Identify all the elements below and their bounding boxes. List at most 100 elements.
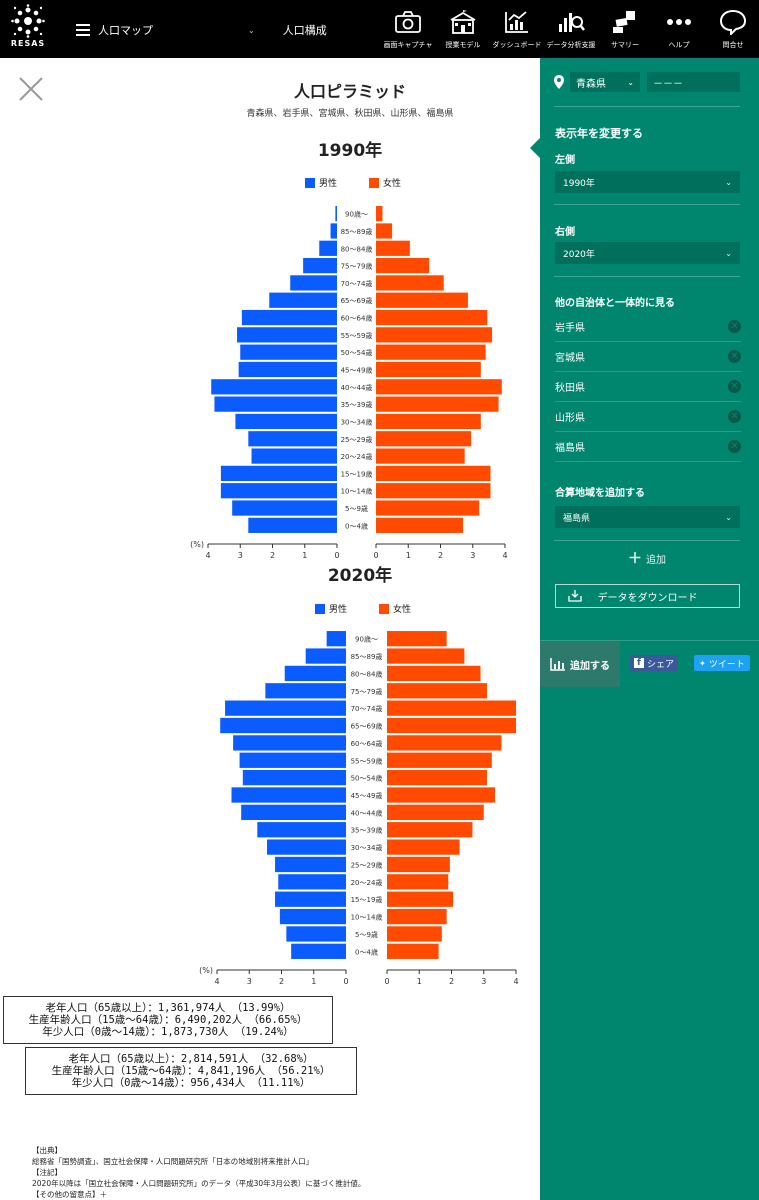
chart-title-2020: 2020年 <box>327 566 393 586</box>
summary-elderly: 老年人口（65歳以上）：1,361,974人 （13.99%） <box>45 1002 291 1014</box>
population-pyramid-1990: 90歳～ 85～89歳 80～84歳 75～79歳 70～74歳 65～69歳 60～64歳… <box>190 206 508 560</box>
remove-icon[interactable]: ✕ <box>728 380 741 393</box>
bar-female <box>387 735 502 751</box>
bar-male <box>291 943 346 959</box>
bar-male <box>251 448 337 464</box>
download-icon <box>568 590 582 602</box>
dashboard-icon <box>504 8 530 36</box>
nav-summary-label: サマリー <box>611 41 639 49</box>
bar-male <box>240 344 337 360</box>
nav-analysis[interactable]: データ分析支援 <box>541 8 601 50</box>
bar-female <box>387 787 496 803</box>
facebook-share-button[interactable]: f シェア <box>630 655 678 671</box>
summary-young: 年少人口（0歳～14歳）：956,434人 （11.11%） <box>71 1077 311 1089</box>
note-title: 【注記】 <box>32 1168 62 1177</box>
nav-summary[interactable]: サマリー <box>595 8 655 50</box>
twitter-share-button[interactable]: ✦ ツイート <box>694 655 750 671</box>
tick-label-female: 0 <box>373 551 378 560</box>
chevron-down-icon: ⌄ <box>725 512 732 522</box>
bar-female <box>387 717 516 734</box>
combined-item-label: 岩手県 <box>555 323 585 334</box>
download-button[interactable]: データをダウンロード <box>555 584 740 608</box>
bar-male <box>284 665 346 682</box>
age-label: 30～34歳 <box>351 843 383 852</box>
bar-female <box>376 240 410 256</box>
nav-dashboard-label: ダッシュボード <box>492 41 542 49</box>
divider <box>554 106 740 107</box>
bar-female <box>376 431 472 447</box>
bar-female <box>376 257 430 274</box>
divider <box>554 276 740 277</box>
page-title: 人口ピラミッド <box>293 82 406 101</box>
left-year-select[interactable]: 1990年 ⌄ <box>555 171 740 193</box>
right-label: 右側 <box>555 227 575 238</box>
logo-icon <box>11 4 45 38</box>
resas-logo[interactable]: RESAS <box>6 4 50 54</box>
plus-icon: ＋ <box>628 551 642 567</box>
add-region-select[interactable]: 福島県 ⌄ <box>555 506 740 528</box>
combined-item-label: 秋田県 <box>555 383 585 394</box>
summary-2020: 老年人口（65歳以上）：2,814,591人 （32.68%） 生産年齢人口（1… <box>25 1047 357 1095</box>
summary-1990: 老年人口（65歳以上）：1,361,974人 （13.99%） 生産年齢人口（1… <box>3 996 333 1044</box>
legend-label-male: 男性 <box>319 179 338 189</box>
remove-icon[interactable]: ✕ <box>728 410 741 423</box>
share-label: シェア <box>646 659 674 670</box>
nav-lesson[interactable]: 授業モデル <box>433 8 493 50</box>
add-region-button[interactable]: ＋ 追加 <box>628 548 666 568</box>
bar-female <box>376 344 486 360</box>
tick-label-female: 3 <box>481 977 486 986</box>
age-label: 70～74歳 <box>351 704 383 713</box>
download-label: データをダウンロード <box>597 592 698 604</box>
bar-female <box>387 822 473 838</box>
legend-label-female: 女性 <box>393 605 412 615</box>
summary-working: 生産年齢人口（15歳～64歳）：4,841,196人 （56.21%） <box>51 1065 331 1077</box>
bar-male <box>241 804 346 821</box>
combined-item: 福島県 ✕ <box>555 432 741 462</box>
bar-male <box>279 908 346 925</box>
combined-item: 秋田県 ✕ <box>555 372 741 402</box>
nav-dashboard[interactable]: ダッシュボード <box>487 8 547 50</box>
hamburger-icon <box>76 24 90 36</box>
age-label: 55～59歳 <box>351 756 383 765</box>
caution-link[interactable]: 【その他の留意点】＋ <box>32 1190 107 1199</box>
legend-swatch-male <box>315 603 325 614</box>
age-label: 80～84歳 <box>351 669 383 678</box>
add-to-dashboard-button[interactable]: 追加する <box>540 641 620 687</box>
main-menu-button[interactable]: 人口マップ <box>76 22 153 38</box>
age-label: 5～9歳 <box>355 930 378 939</box>
remove-icon[interactable]: ✕ <box>728 320 741 333</box>
age-label: 5～9歳 <box>345 504 368 513</box>
bar-female <box>376 223 393 239</box>
close-icon[interactable] <box>18 76 44 102</box>
combined-title: 他の自治体と一体的に見る <box>555 298 675 309</box>
age-label: 20～24歳 <box>351 878 383 887</box>
nav-help[interactable]: ヘルプ <box>649 8 709 50</box>
bar-female <box>387 769 487 786</box>
nav-contact[interactable]: 問合せ <box>703 8 759 50</box>
bar-female <box>376 517 464 533</box>
city-select[interactable]: －－－ <box>647 72 740 92</box>
age-label: 85～89歳 <box>341 227 373 236</box>
tick-label-female: 4 <box>502 551 507 560</box>
right-year-select[interactable]: 2020年 ⌄ <box>555 242 740 264</box>
chart-add-icon <box>550 658 565 671</box>
bar-male <box>257 822 346 838</box>
bar-female <box>376 292 468 308</box>
submenu-select[interactable]: ⌄ 人口構成 <box>248 22 358 38</box>
remove-icon[interactable]: ✕ <box>728 440 741 453</box>
tick-label-male: 3 <box>238 551 243 560</box>
left-label: 左側 <box>555 155 575 166</box>
chevron-down-icon: ⌄ <box>248 25 255 35</box>
remove-icon[interactable]: ✕ <box>728 350 741 363</box>
age-label: 75～79歳 <box>341 262 373 271</box>
legend-swatch-female <box>369 177 380 188</box>
tick-label-female: 2 <box>449 977 454 986</box>
bar-male <box>248 517 337 533</box>
chevron-down-icon: ⌄ <box>725 177 732 187</box>
nav-capture[interactable]: 画面キャプチャ <box>378 8 438 50</box>
bar-female <box>387 665 481 682</box>
bar-male <box>241 309 337 326</box>
legend-label-male: 男性 <box>329 605 348 615</box>
prefecture-select[interactable]: 青森県 ⌄ <box>570 72 640 92</box>
age-label: 70～74歳 <box>341 279 373 288</box>
